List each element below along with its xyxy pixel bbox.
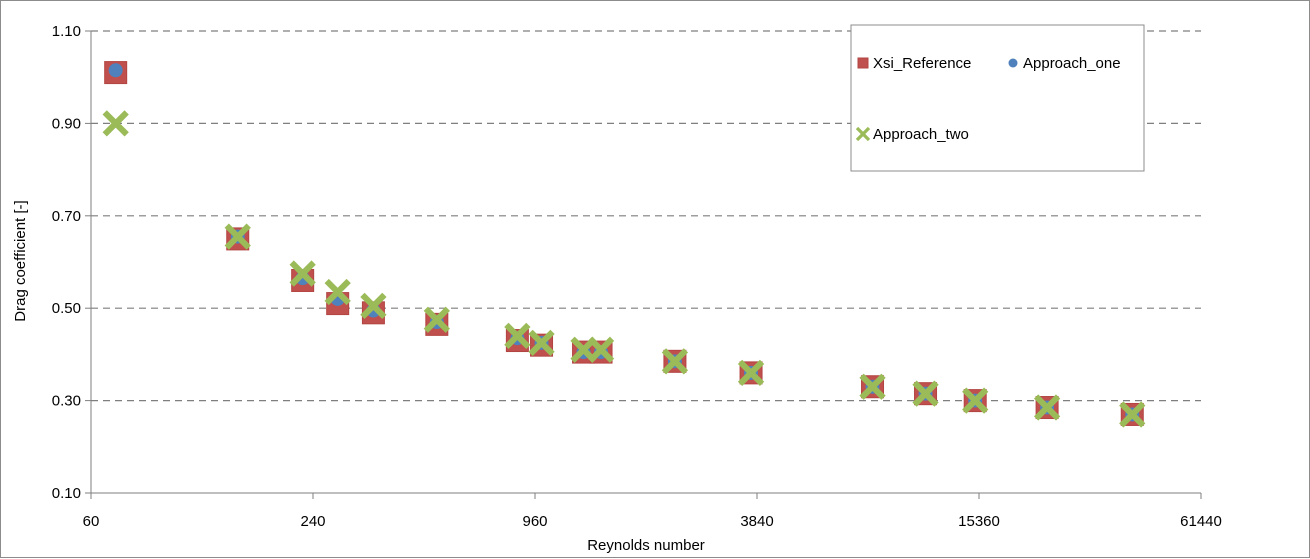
tick-labels: 0.10 0.30 0.50 0.70 0.90 1.10 60 240 960 3840 1536…	[52, 23, 1222, 530]
cross-point	[661, 348, 689, 375]
cross-point	[1119, 401, 1146, 428]
cross-point	[289, 260, 316, 287]
legend-item: Approach_one	[1008, 55, 1121, 72]
cross-point	[737, 359, 765, 387]
cross-point	[504, 322, 531, 350]
cross-point	[912, 380, 939, 407]
y-tick-label: 0.70	[52, 208, 81, 225]
y-tick-label: 0.10	[52, 485, 81, 502]
cross-point	[102, 110, 129, 137]
cross-point	[962, 387, 989, 414]
cross-point	[360, 292, 387, 320]
x-tick-label: 61440	[1180, 513, 1222, 530]
legend-label: Approach_one	[1023, 55, 1121, 72]
legend-marker	[857, 57, 869, 69]
x-tick-label: 3840	[740, 513, 773, 530]
x-tick-label: 15360	[958, 513, 1000, 530]
circle-point	[108, 63, 123, 78]
legend-marker	[855, 126, 871, 142]
y-tick-label: 0.90	[52, 115, 81, 132]
y-tick-label: 0.50	[52, 300, 81, 317]
axes	[85, 30, 1202, 499]
legend-marker	[1008, 58, 1018, 68]
legend: Xsi_Reference Approach_one Approach_two	[850, 24, 1145, 172]
legend-box	[850, 24, 1145, 172]
x-tick-label: 960	[522, 513, 547, 530]
y-tick-label: 1.10	[52, 23, 81, 40]
cross-point	[587, 336, 615, 363]
x-tick-label: 60	[83, 513, 100, 530]
series-approach-two	[102, 110, 1146, 428]
data-points	[102, 61, 1146, 428]
legend-label: Xsi_Reference	[873, 55, 971, 72]
x-axis-title: Reynolds number	[587, 537, 705, 554]
cross-point	[324, 278, 351, 306]
legend-item: Approach_two	[855, 126, 969, 143]
cross-point	[859, 373, 886, 400]
cross-point	[423, 306, 450, 333]
y-axis-title: Drag coefficient [-]	[12, 200, 29, 321]
cross-point	[1033, 394, 1061, 421]
legend-item: Xsi_Reference	[857, 55, 971, 72]
x-tick-label: 240	[300, 513, 325, 530]
cross-point	[224, 223, 251, 250]
cross-point	[528, 329, 555, 356]
legend-label: Approach_two	[873, 126, 969, 143]
y-tick-label: 0.30	[52, 393, 81, 410]
